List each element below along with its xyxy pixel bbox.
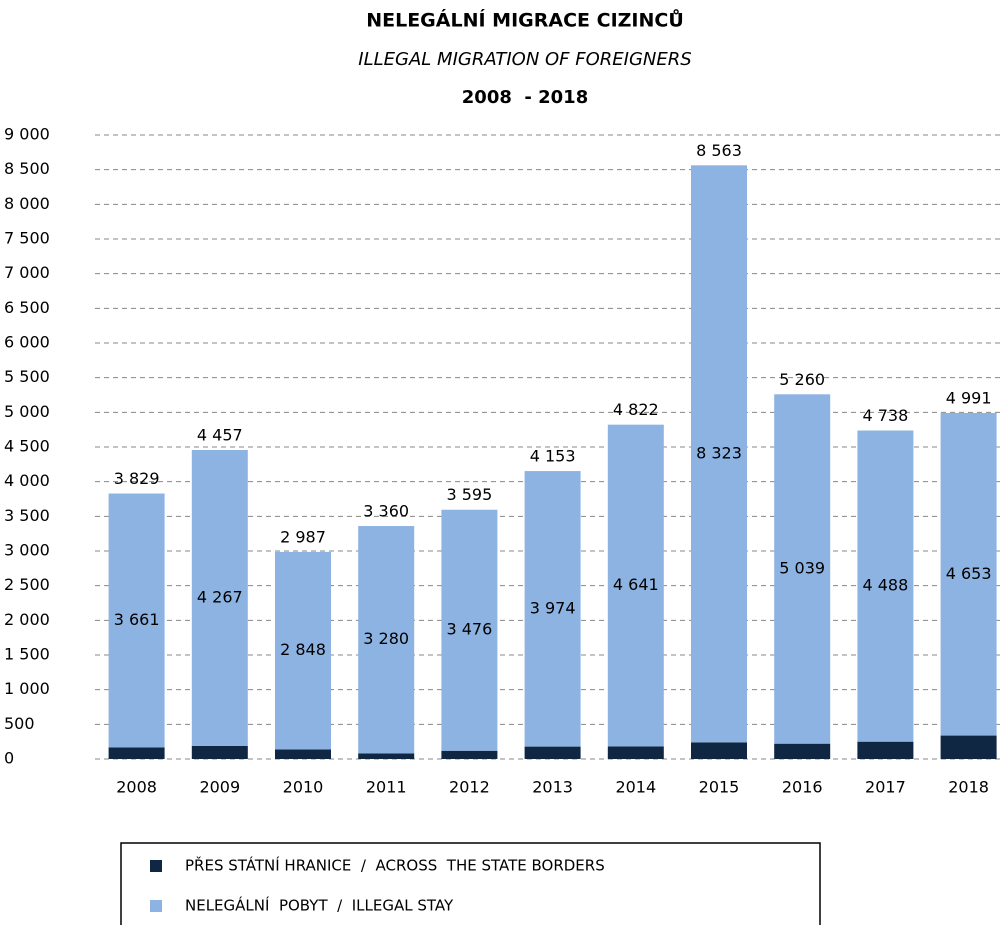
legend-swatch	[150, 860, 162, 872]
y-tick-label: 8 500	[4, 159, 50, 178]
bar-segment	[691, 742, 747, 759]
bar-segment	[441, 750, 498, 759]
bar-segment	[191, 449, 248, 746]
total-label: 8 563	[696, 141, 742, 160]
x-tick-label: 2016	[782, 778, 823, 797]
y-tick-label: 6 500	[4, 298, 50, 317]
y-tick-label: 2 000	[4, 610, 50, 629]
y-tick-label: 3 500	[4, 506, 50, 525]
y-tick-label: 0	[4, 749, 14, 768]
total-label: 4 738	[862, 406, 908, 425]
data-label: 2 848	[280, 640, 326, 659]
legend-label: PŘES STÁTNÍ HRANICE / ACROSS THE STATE B…	[185, 856, 605, 875]
y-tick-label: 4 000	[4, 471, 50, 490]
legend-swatch	[150, 900, 162, 912]
x-tick-label: 2010	[283, 778, 324, 797]
chart-subtitle: ILLEGAL MIGRATION OF FOREIGNERS	[358, 49, 691, 70]
y-tick-label: 1 000	[4, 679, 50, 698]
bar-segment	[774, 743, 831, 759]
data-label: 4 488	[862, 576, 908, 595]
bar-segment	[524, 471, 581, 747]
x-tick-label: 2018	[948, 778, 989, 797]
y-tick-label: 8 000	[4, 194, 50, 213]
bar-segment	[940, 412, 997, 736]
bar-segment	[607, 746, 664, 759]
x-tick-label: 2008	[116, 778, 157, 797]
y-tick-label: 6 000	[4, 333, 50, 352]
data-label: 4 641	[613, 575, 659, 594]
total-label: 2 987	[280, 527, 326, 546]
bar-segment	[275, 551, 331, 750]
total-label: 3 360	[363, 502, 409, 521]
x-tick-label: 2017	[865, 778, 906, 797]
x-tick-label: 2014	[615, 778, 656, 797]
bar-segment	[940, 735, 997, 759]
bar-segment	[524, 746, 581, 759]
y-tick-label: 2 500	[4, 575, 50, 594]
x-tick-label: 2015	[699, 778, 740, 797]
x-tick-label: 2012	[449, 778, 490, 797]
y-tick-label: 3 000	[4, 541, 50, 560]
legend-box	[120, 842, 821, 929]
bar-segment	[358, 526, 415, 754]
data-label: 5 039	[779, 558, 825, 577]
bar-segment	[857, 430, 914, 742]
bar-segment	[774, 394, 831, 744]
chart-period: 2008 - 2018	[462, 87, 588, 108]
x-tick-label: 2011	[366, 778, 407, 797]
x-tick-label: 2009	[199, 778, 240, 797]
bar-segment	[358, 753, 415, 759]
y-tick-label: 5 500	[4, 367, 50, 386]
bar-segment	[857, 741, 914, 759]
data-label: 3 476	[446, 620, 492, 639]
legend-label: NELEGÁLNÍ POBYT / ILLEGAL STAY	[185, 896, 454, 915]
y-tick-label: 1 500	[4, 645, 50, 664]
y-tick-label: 5 000	[4, 402, 50, 421]
total-label: 3 829	[114, 469, 160, 488]
data-label: 4 653	[946, 564, 992, 583]
x-tick-label: 2013	[532, 778, 573, 797]
bar-segment	[691, 165, 747, 743]
total-label: 4 457	[197, 425, 243, 444]
data-label: 4 267	[197, 587, 243, 606]
total-label: 4 991	[946, 388, 992, 407]
data-label: 3 974	[530, 598, 576, 617]
bar-segment	[108, 747, 165, 759]
bar-segment	[191, 745, 248, 759]
y-tick-label: 7 000	[4, 263, 50, 282]
bar-segment	[441, 509, 498, 751]
data-label: 3 280	[363, 629, 409, 648]
total-label: 3 595	[446, 485, 492, 504]
y-tick-label: 4 500	[4, 437, 50, 456]
bar-segment	[607, 424, 664, 747]
data-label: 8 323	[696, 443, 742, 462]
bar-segment	[108, 493, 165, 748]
bar-segment	[275, 749, 331, 759]
y-tick-label: 500	[4, 714, 35, 733]
total-label: 5 260	[779, 370, 825, 389]
data-label: 3 661	[114, 610, 160, 629]
total-label: 4 153	[530, 447, 576, 466]
chart-title: NELEGÁLNÍ MIGRACE CIZINCŮ	[366, 8, 684, 32]
total-label: 4 822	[613, 400, 659, 419]
y-tick-label: 9 000	[4, 125, 50, 144]
y-tick-label: 7 500	[4, 229, 50, 248]
